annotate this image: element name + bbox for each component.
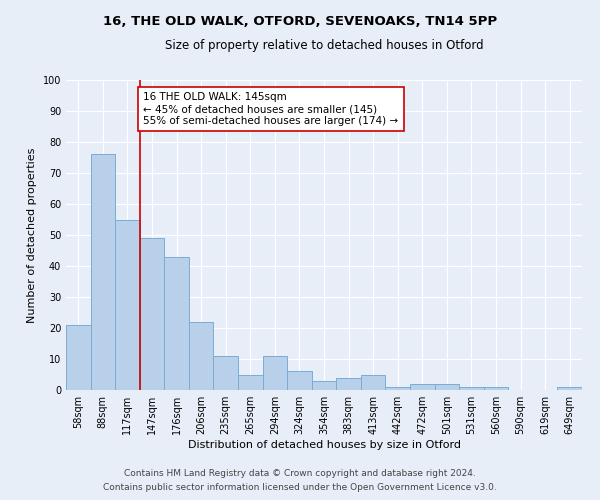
Text: 16 THE OLD WALK: 145sqm
← 45% of detached houses are smaller (145)
55% of semi-d: 16 THE OLD WALK: 145sqm ← 45% of detache… bbox=[143, 92, 398, 126]
X-axis label: Distribution of detached houses by size in Otford: Distribution of detached houses by size … bbox=[187, 440, 461, 450]
Text: 16, THE OLD WALK, OTFORD, SEVENOAKS, TN14 5PP: 16, THE OLD WALK, OTFORD, SEVENOAKS, TN1… bbox=[103, 15, 497, 28]
Bar bbox=[214, 356, 238, 390]
Bar bbox=[238, 374, 263, 390]
Y-axis label: Number of detached properties: Number of detached properties bbox=[27, 148, 37, 322]
Bar bbox=[115, 220, 140, 390]
Bar bbox=[287, 372, 312, 390]
Bar bbox=[484, 387, 508, 390]
Bar bbox=[140, 238, 164, 390]
Bar bbox=[336, 378, 361, 390]
Bar bbox=[410, 384, 434, 390]
Bar bbox=[263, 356, 287, 390]
Bar bbox=[189, 322, 214, 390]
Bar bbox=[557, 387, 582, 390]
Text: Contains public sector information licensed under the Open Government Licence v3: Contains public sector information licen… bbox=[103, 484, 497, 492]
Bar bbox=[66, 325, 91, 390]
Bar bbox=[91, 154, 115, 390]
Bar bbox=[361, 374, 385, 390]
Title: Size of property relative to detached houses in Otford: Size of property relative to detached ho… bbox=[164, 40, 484, 52]
Bar bbox=[164, 256, 189, 390]
Bar bbox=[459, 387, 484, 390]
Bar bbox=[434, 384, 459, 390]
Bar bbox=[385, 387, 410, 390]
Text: Contains HM Land Registry data © Crown copyright and database right 2024.: Contains HM Land Registry data © Crown c… bbox=[124, 468, 476, 477]
Bar bbox=[312, 380, 336, 390]
